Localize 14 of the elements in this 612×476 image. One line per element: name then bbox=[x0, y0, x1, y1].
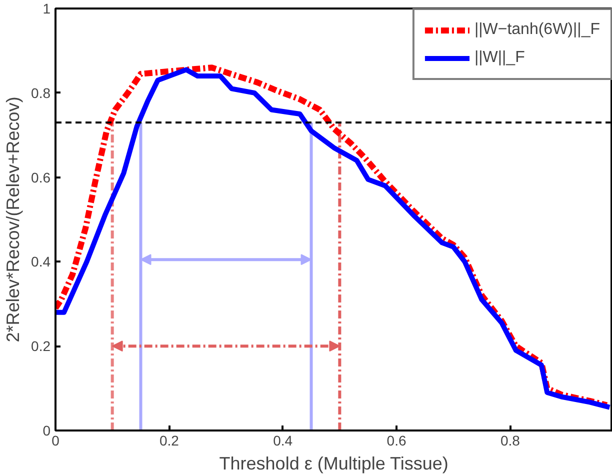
y-axis-title: 2*Relev*Recov/(Relev+Recov) bbox=[3, 96, 24, 342]
y-tick-label: 0.8 bbox=[31, 84, 51, 101]
x-tick-label: 0.8 bbox=[500, 432, 520, 448]
y-tick-label: 0.6 bbox=[31, 169, 51, 186]
y-tick-label: 0 bbox=[42, 422, 51, 438]
y-tick-label: 0.4 bbox=[31, 254, 51, 270]
legend-label: ||W−tanh(6W)||_F bbox=[474, 21, 600, 39]
y-tick-label: 1 bbox=[42, 0, 51, 16]
x-tick-label: 0.4 bbox=[273, 432, 293, 448]
legend-label: ||W||_F bbox=[474, 49, 525, 67]
x-tick-label: 0.2 bbox=[159, 432, 180, 448]
y-tick-label: 0.2 bbox=[31, 338, 51, 354]
x-tick-label: 0.6 bbox=[386, 432, 406, 448]
x-axis-title: Threshold ε (Multiple Tissue) bbox=[219, 454, 448, 474]
